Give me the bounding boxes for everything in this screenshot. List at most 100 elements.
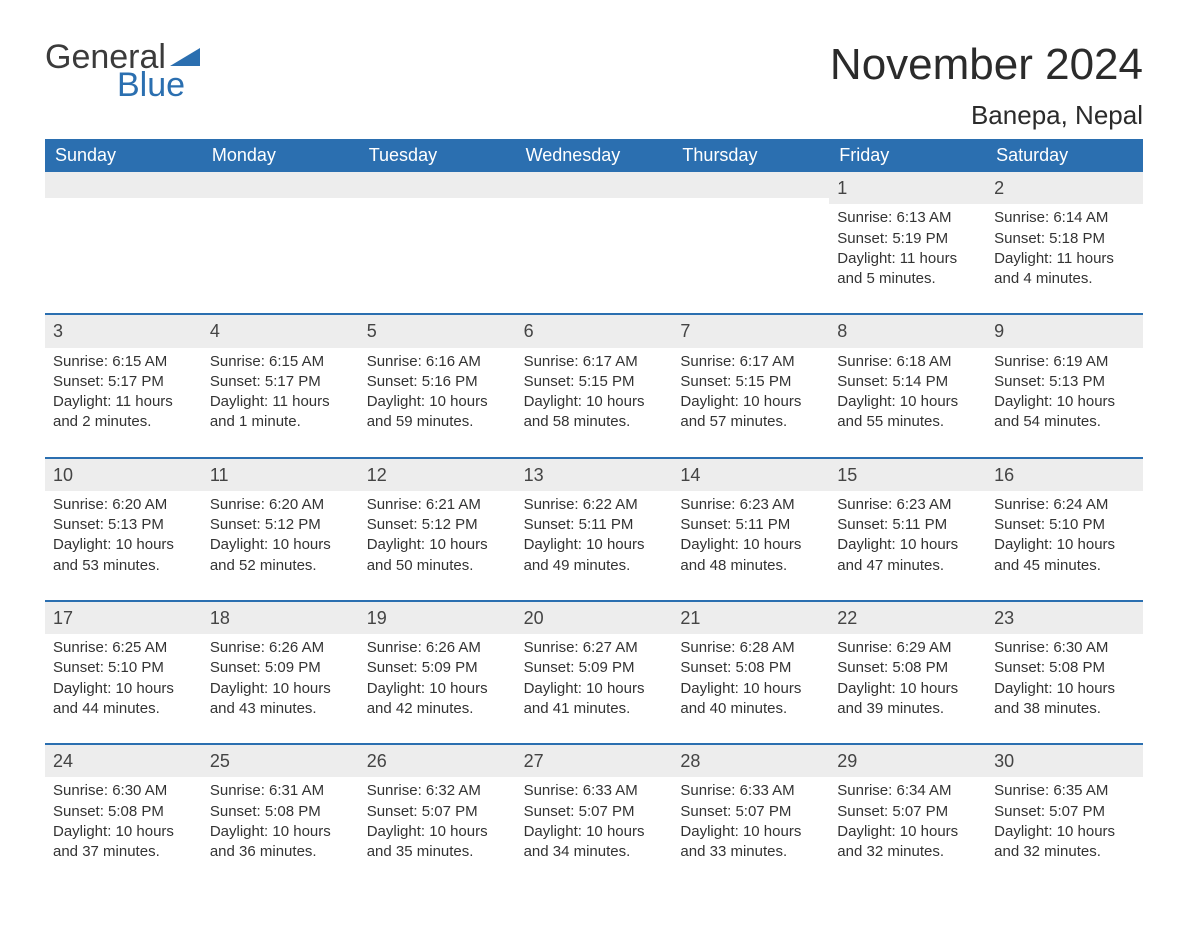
sunrise-text: Sunrise: 6:22 AM <box>524 495 665 515</box>
daylight1-text: Daylight: 10 hours <box>680 535 821 555</box>
day-number: 30 <box>994 751 1014 771</box>
sunset-text: Sunset: 5:08 PM <box>210 802 351 822</box>
daylight1-text: Daylight: 10 hours <box>524 679 665 699</box>
day-cell: 6Sunrise: 6:17 AMSunset: 5:15 PMDaylight… <box>516 315 673 456</box>
sunrise-text: Sunrise: 6:23 AM <box>837 495 978 515</box>
weeks-container: 1Sunrise: 6:13 AMSunset: 5:19 PMDaylight… <box>45 172 1143 886</box>
logo-text-blue: Blue <box>117 68 200 102</box>
sunset-text: Sunset: 5:15 PM <box>524 372 665 392</box>
day-number: 6 <box>524 321 534 341</box>
daylight1-text: Daylight: 10 hours <box>210 822 351 842</box>
day-cell: 2Sunrise: 6:14 AMSunset: 5:18 PMDaylight… <box>986 172 1143 313</box>
day-number: 3 <box>53 321 63 341</box>
sunset-text: Sunset: 5:08 PM <box>837 658 978 678</box>
day-headers: SundayMondayTuesdayWednesdayThursdayFrid… <box>45 139 1143 172</box>
daylight2-text: and 55 minutes. <box>837 412 978 432</box>
daylight2-text: and 34 minutes. <box>524 842 665 862</box>
day-number: 10 <box>53 465 73 485</box>
daylight2-text: and 1 minute. <box>210 412 351 432</box>
day-number: 16 <box>994 465 1014 485</box>
sunrise-text: Sunrise: 6:31 AM <box>210 781 351 801</box>
day-cell: 8Sunrise: 6:18 AMSunset: 5:14 PMDaylight… <box>829 315 986 456</box>
day-cell: 17Sunrise: 6:25 AMSunset: 5:10 PMDayligh… <box>45 602 202 743</box>
day-number: 18 <box>210 608 230 628</box>
daylight1-text: Daylight: 11 hours <box>837 249 978 269</box>
day-number: 21 <box>680 608 700 628</box>
daylight2-text: and 35 minutes. <box>367 842 508 862</box>
sunrise-text: Sunrise: 6:15 AM <box>210 352 351 372</box>
week-row: 1Sunrise: 6:13 AMSunset: 5:19 PMDaylight… <box>45 172 1143 313</box>
day-number: 29 <box>837 751 857 771</box>
day-number: 20 <box>524 608 544 628</box>
sunset-text: Sunset: 5:07 PM <box>367 802 508 822</box>
day-cell: 15Sunrise: 6:23 AMSunset: 5:11 PMDayligh… <box>829 459 986 600</box>
sunrise-text: Sunrise: 6:16 AM <box>367 352 508 372</box>
daynum-bar: 25 <box>202 745 359 777</box>
sunset-text: Sunset: 5:12 PM <box>210 515 351 535</box>
daylight2-text: and 4 minutes. <box>994 269 1135 289</box>
daylight1-text: Daylight: 10 hours <box>210 679 351 699</box>
sunset-text: Sunset: 5:10 PM <box>994 515 1135 535</box>
week-row: 3 Sunrise: 6:15 AMSunset: 5:17 PM Daylight… <box>45 313 1143 456</box>
sunset-text: Sunset: 5:07 PM <box>524 802 665 822</box>
daylight1-text: Daylight: 10 hours <box>53 679 194 699</box>
daynum-bar: 27 <box>516 745 673 777</box>
daynum-bar: 10 <box>45 459 202 491</box>
daynum-bar: 16 <box>986 459 1143 491</box>
daylight1-text: Daylight: 11 hours <box>994 249 1135 269</box>
daynum-bar: 26 <box>359 745 516 777</box>
daynum-bar: 4 <box>202 315 359 347</box>
sunrise-text: Sunrise: 6:17 AM <box>680 352 821 372</box>
sunset-text: Sunset: 5:17 PM <box>210 372 351 392</box>
daylight2-text: and 33 minutes. <box>680 842 821 862</box>
sunrise-text: Sunrise: 6:19 AM <box>994 352 1135 372</box>
sunset-text: Sunset: 5:12 PM <box>367 515 508 535</box>
daynum-bar: 5 <box>359 315 516 347</box>
day-cell: 12Sunrise: 6:21 AMSunset: 5:12 PMDayligh… <box>359 459 516 600</box>
day-number: 28 <box>680 751 700 771</box>
day-header: Sunday <box>45 139 202 172</box>
daylight2-text: and 39 minutes. <box>837 699 978 719</box>
daylight2-text: and 59 minutes. <box>367 412 508 432</box>
daylight1-text: Daylight: 10 hours <box>837 822 978 842</box>
daylight2-text: and 32 minutes. <box>994 842 1135 862</box>
daylight2-text: and 36 minutes. <box>210 842 351 862</box>
sunset-text: Sunset: 5:11 PM <box>524 515 665 535</box>
daynum-bar: 8 <box>829 315 986 347</box>
sunset-text: Sunset: 5:14 PM <box>837 372 978 392</box>
empty-cell <box>45 172 202 313</box>
day-number: 11 <box>210 465 229 485</box>
sunrise-text: Sunrise: 6:28 AM <box>680 638 821 658</box>
day-cell: 28Sunrise: 6:33 AMSunset: 5:07 PMDayligh… <box>672 745 829 886</box>
day-number: 24 <box>53 751 73 771</box>
day-cell: 11Sunrise: 6:20 AMSunset: 5:12 PMDayligh… <box>202 459 359 600</box>
empty-cell <box>359 172 516 313</box>
day-number: 2 <box>994 178 1004 198</box>
day-cell: 30Sunrise: 6:35 AMSunset: 5:07 PMDayligh… <box>986 745 1143 886</box>
day-cell: 16Sunrise: 6:24 AMSunset: 5:10 PMDayligh… <box>986 459 1143 600</box>
daylight2-text: and 57 minutes. <box>680 412 821 432</box>
day-cell: 21Sunrise: 6:28 AMSunset: 5:08 PMDayligh… <box>672 602 829 743</box>
daylight2-text: and 40 minutes. <box>680 699 821 719</box>
day-cell: 9Sunrise: 6:19 AMSunset: 5:13 PMDaylight… <box>986 315 1143 456</box>
day-number: 1 <box>837 178 847 198</box>
daynum-bar: 14 <box>672 459 829 491</box>
sunrise-text: Sunrise: 6:33 AM <box>680 781 821 801</box>
sunrise-text: Sunrise: 6:30 AM <box>994 638 1135 658</box>
empty-cell <box>202 172 359 313</box>
calendar: SundayMondayTuesdayWednesdayThursdayFrid… <box>45 139 1143 886</box>
sunrise-text: Sunrise: 6:26 AM <box>367 638 508 658</box>
sunset-text: Sunset: 5:08 PM <box>680 658 821 678</box>
sunset-text: Sunset: 5:18 PM <box>994 229 1135 249</box>
day-number: 4 <box>210 321 220 341</box>
day-number: 13 <box>524 465 544 485</box>
title-block: November 2024 Banepa, Nepal <box>830 40 1143 131</box>
daynum-bar <box>202 172 359 198</box>
daylight2-text: and 42 minutes. <box>367 699 508 719</box>
daylight1-text: Daylight: 10 hours <box>994 392 1135 412</box>
week-row: 24Sunrise: 6:30 AMSunset: 5:08 PMDayligh… <box>45 743 1143 886</box>
day-header: Monday <box>202 139 359 172</box>
daylight1-text: Daylight: 10 hours <box>837 535 978 555</box>
sunset-text: Sunset: 5:11 PM <box>837 515 978 535</box>
daylight2-text: and 38 minutes. <box>994 699 1135 719</box>
